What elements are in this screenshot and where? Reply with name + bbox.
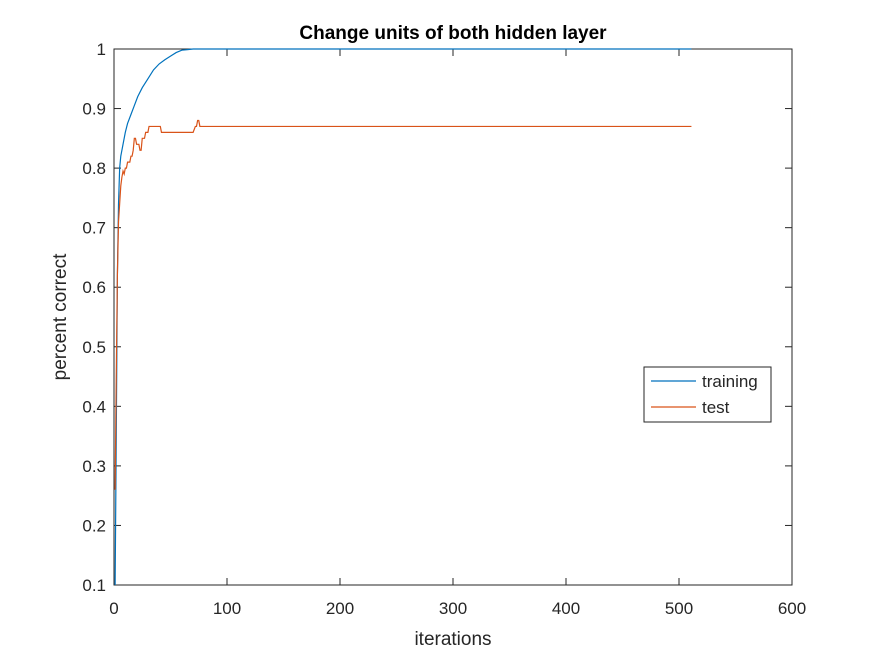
y-tick-label: 0.2	[82, 516, 106, 535]
y-tick-label: 0.1	[82, 576, 106, 595]
legend: training test	[643, 366, 772, 423]
x-tick-label: 500	[665, 599, 693, 618]
x-tick-label: 0	[109, 599, 118, 618]
y-tick-label: 0.8	[82, 159, 106, 178]
y-tick-label: 0.6	[82, 278, 106, 297]
x-tick-label: 100	[213, 599, 241, 618]
legend-label-test: test	[702, 398, 730, 417]
chart-title: Change units of both hidden layer	[299, 23, 607, 44]
x-tick-label: 200	[326, 599, 354, 618]
x-tick-label: 300	[439, 599, 467, 618]
x-tick-label: 400	[552, 599, 580, 618]
y-axis-label: percent correct	[50, 253, 71, 380]
y-tick-label: 0.7	[82, 219, 106, 238]
y-tick-label: 0.4	[82, 397, 106, 416]
y-tick-label: 0.3	[82, 457, 106, 476]
legend-box	[643, 366, 772, 423]
y-tick-label: 1	[97, 40, 106, 59]
y-tick-label: 0.9	[82, 100, 106, 119]
legend-label-training: training	[702, 372, 758, 391]
series-line-test	[114, 119, 692, 490]
x-axis-label: iterations	[414, 629, 491, 650]
x-tick-label: 600	[778, 599, 806, 618]
series-line-training	[114, 48, 692, 586]
plot-area: 0 100 200 300 400 500 600 0.1 0.2 0.3 0.4 0.5 0.6 0.7…	[82, 40, 806, 618]
y-tick-label: 0.5	[82, 338, 106, 357]
